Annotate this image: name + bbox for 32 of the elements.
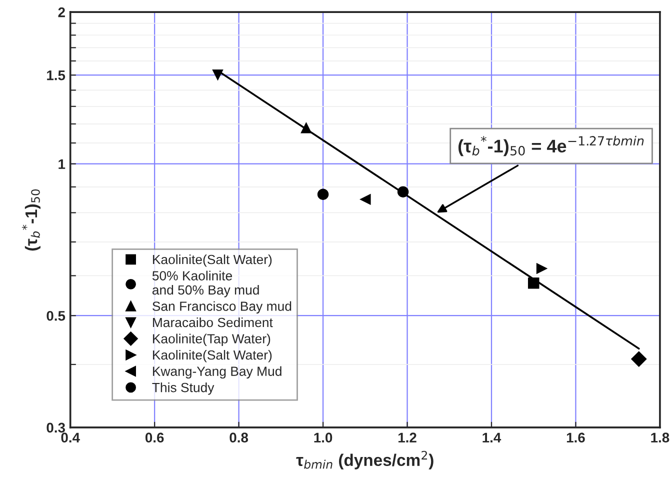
- legend-label: Kaolinite(Salt Water): [152, 254, 272, 267]
- x-tick-label: 1.0: [314, 432, 332, 443]
- x-tick-label: 1.4: [482, 432, 502, 442]
- legend-label: Kwang-Yang Bay Mud: [152, 366, 282, 379]
- y-tick-label: 0.5: [46, 310, 66, 321]
- x-tick-label: 1.8: [651, 432, 670, 443]
- x-tick-label: 1.6: [566, 432, 585, 443]
- legend-label: Kaolinite(Tap Water): [152, 334, 270, 346]
- legend-label: Maracaibo Sediment: [152, 317, 273, 328]
- legend-label: San Francisco Bay mud: [152, 301, 292, 314]
- y-tick-label: 1: [58, 159, 66, 169]
- legend-label: This Study: [152, 382, 214, 395]
- point: [360, 194, 371, 206]
- point: [528, 277, 540, 289]
- legend-label: Kaolinite(Salt Water): [152, 350, 272, 362]
- point: [212, 69, 224, 81]
- legend-label: 50% Kaolinite and 50% Bay mud: [152, 270, 259, 298]
- point: [630, 351, 647, 368]
- x-tick-label: 0.8: [230, 432, 248, 443]
- annotation: (τ$_{b}$$^{*}$-1)$_{50}$ = 4e$^{−1.27τbmin}$: [458, 136, 644, 156]
- point: [300, 122, 312, 134]
- point: [536, 262, 548, 274]
- point: [397, 186, 409, 198]
- y-axis-title: (τ$_{b}$$^{*}$-1)$_{50}$: [22, 189, 40, 251]
- x-tick-label: 1.2: [398, 432, 416, 442]
- x-tick-label: 0.6: [145, 432, 164, 443]
- x-axis-title: τ$_{bmin}$ (dynes/cm$^{2}$): [296, 450, 434, 470]
- x-tick-label: 0.4: [61, 432, 80, 443]
- y-tick-label: 0.3: [46, 422, 65, 433]
- y-tick-label: 2: [58, 7, 65, 18]
- y-tick-label: 1.5: [47, 70, 66, 80]
- point: [317, 188, 329, 200]
